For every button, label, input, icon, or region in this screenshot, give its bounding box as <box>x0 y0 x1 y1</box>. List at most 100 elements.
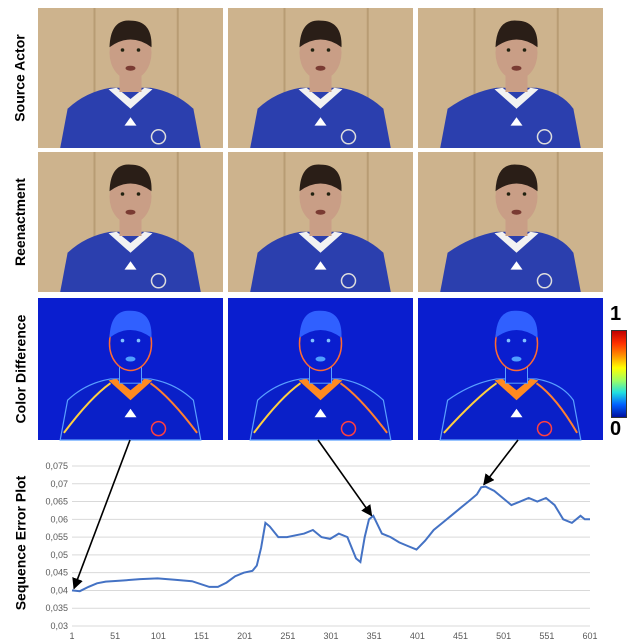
y-tick-label: 0,065 <box>45 497 68 507</box>
heatmap-edge <box>443 382 498 434</box>
y-tick-label: 0,055 <box>45 532 68 542</box>
wall-seam <box>176 152 179 292</box>
eye-right <box>326 48 331 52</box>
collar <box>108 378 153 401</box>
hair <box>299 20 342 48</box>
panel-r0-c1 <box>228 8 413 148</box>
x-tick-label: 101 <box>151 631 166 641</box>
heatmap-edge <box>339 382 388 434</box>
eye-right <box>522 338 527 343</box>
panel-r2-c2 <box>418 298 603 441</box>
x-tick-label: 451 <box>453 631 468 641</box>
mouth <box>315 356 326 362</box>
jersey <box>440 87 581 148</box>
wall-seam <box>93 8 96 148</box>
annotation-arrow-0 <box>72 439 131 590</box>
eye-left <box>120 338 125 343</box>
y-tick-label: 0,07 <box>50 479 68 489</box>
eye-left <box>310 192 315 196</box>
wall-seam <box>93 152 96 292</box>
wall-seam <box>283 152 286 292</box>
eye-right <box>136 338 141 343</box>
neck <box>119 75 142 92</box>
series-line <box>71 485 590 593</box>
jersey-logo <box>510 117 523 126</box>
annotation-arrow-1 <box>317 439 373 517</box>
panel-r0-c2 <box>418 8 603 148</box>
jersey-crest <box>340 420 357 437</box>
mouth <box>125 356 136 362</box>
wall-seam <box>366 8 369 148</box>
eye-left <box>506 48 511 52</box>
neck <box>505 75 528 92</box>
x-tick-label: 201 <box>237 631 252 641</box>
jersey-crest <box>536 273 553 289</box>
collar <box>494 378 539 401</box>
eye-left <box>506 192 511 196</box>
wall-seam <box>473 8 476 148</box>
hair <box>109 310 152 338</box>
wall-seam <box>283 8 286 148</box>
eye-right <box>136 48 141 52</box>
heatmap-edge <box>149 382 198 434</box>
x-tick-label: 401 <box>410 631 425 641</box>
mouth <box>511 356 522 362</box>
wall-seam <box>176 8 179 148</box>
jersey-logo <box>314 117 327 126</box>
collar <box>494 231 539 253</box>
jersey-logo <box>124 261 137 270</box>
heatmap-body <box>439 378 582 441</box>
collar <box>494 87 539 109</box>
y-tick-label: 0,075 <box>45 461 68 471</box>
hair <box>299 310 342 338</box>
mouth <box>315 65 326 71</box>
mouth <box>315 209 326 215</box>
jersey-crest <box>150 420 167 437</box>
jersey-logo <box>510 408 523 418</box>
panel-r1-c0 <box>38 152 223 292</box>
wall-seam <box>473 152 476 292</box>
y-tick-label: 0,03 <box>50 621 68 631</box>
jersey-crest <box>150 129 167 145</box>
eye-right <box>136 192 141 196</box>
x-tick-label: 501 <box>496 631 511 641</box>
mouth <box>511 209 522 215</box>
colorbar-max-label: 1 <box>610 303 622 325</box>
jersey-crest <box>340 129 357 145</box>
hair <box>495 310 538 338</box>
wall-seam <box>366 152 369 292</box>
hair <box>299 164 342 192</box>
colorbar <box>611 330 627 418</box>
jersey-logo <box>314 408 327 418</box>
jersey-crest <box>536 129 553 145</box>
x-tick-label: 351 <box>367 631 382 641</box>
hair <box>109 20 152 48</box>
collar <box>298 378 343 401</box>
eye-right <box>326 338 331 343</box>
collar <box>108 231 153 253</box>
mouth <box>511 65 522 71</box>
y-tick-label: 0,035 <box>45 603 68 613</box>
jersey-crest <box>150 273 167 289</box>
y-tick-label: 0,045 <box>45 568 68 578</box>
wall-seam <box>556 8 559 148</box>
x-tick-label: 601 <box>582 631 597 641</box>
heatmap-edge <box>253 382 302 434</box>
eye-left <box>310 48 315 52</box>
jersey-crest <box>340 273 357 289</box>
jersey-logo <box>510 261 523 270</box>
x-tick-label: 301 <box>323 631 338 641</box>
eye-right <box>326 192 331 196</box>
eye-left <box>120 192 125 196</box>
jersey-logo <box>124 117 137 126</box>
neck <box>505 219 528 236</box>
collar <box>108 87 153 109</box>
y-tick-label: 0,05 <box>50 550 68 560</box>
eye-left <box>506 338 511 343</box>
x-tick-label: 1 <box>69 631 74 641</box>
annotation-arrow-2 <box>483 439 519 486</box>
y-tick-label: 0,04 <box>50 585 68 595</box>
wall-seam <box>556 152 559 292</box>
collar <box>298 87 343 109</box>
eye-left <box>310 338 315 343</box>
